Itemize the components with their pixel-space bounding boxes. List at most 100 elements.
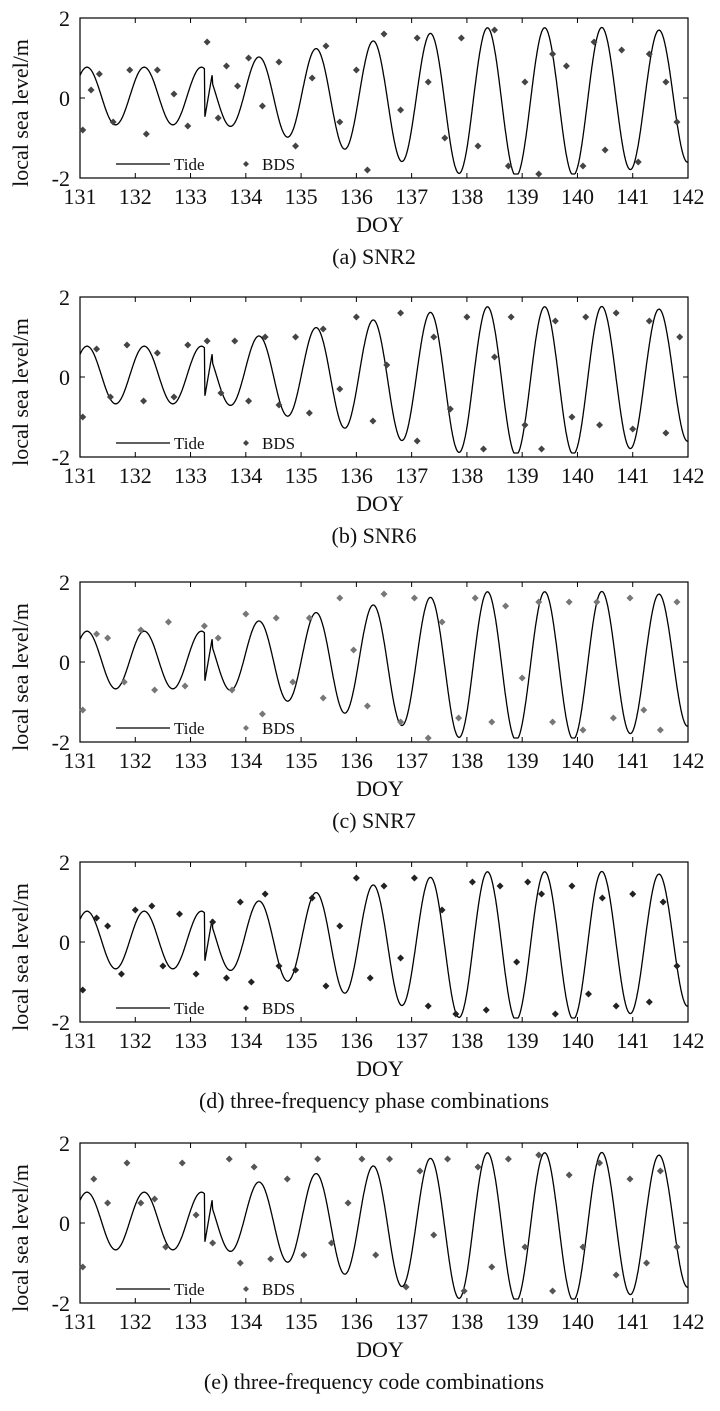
panel-b: 131 132 133 134 135 136 137 138 139 140 141 142 -2 0 2… bbox=[8, 285, 705, 548]
bds-point bbox=[164, 618, 172, 626]
y-tick-label: 0 bbox=[59, 650, 70, 675]
legend-bds-label: BDS bbox=[262, 719, 295, 738]
legend-bds-label: BDS bbox=[262, 434, 295, 453]
x-tick-label: 138 bbox=[450, 748, 483, 773]
tide-line bbox=[80, 26, 688, 175]
bds-point bbox=[488, 718, 496, 726]
x-axis-label: DOY bbox=[356, 1337, 404, 1362]
x-tick-label: 132 bbox=[119, 748, 152, 773]
bds-point bbox=[444, 1155, 452, 1163]
bds-point bbox=[491, 353, 499, 361]
bds-point bbox=[538, 445, 546, 453]
x-tick-label: 141 bbox=[616, 463, 649, 488]
x-tick-label: 134 bbox=[229, 1028, 262, 1053]
y-axis-label: local sea level/m bbox=[8, 1164, 33, 1312]
bds-point bbox=[549, 1287, 557, 1295]
bds-point bbox=[93, 345, 101, 353]
x-tick-label: 139 bbox=[506, 748, 539, 773]
bds-point bbox=[568, 413, 576, 421]
bds-point bbox=[363, 166, 371, 174]
legend-tide-label: Tide bbox=[174, 434, 205, 453]
bds-point bbox=[424, 734, 432, 742]
legend-tide-label: Tide bbox=[174, 155, 205, 174]
bds-point bbox=[106, 393, 114, 401]
x-tick-label: 133 bbox=[174, 748, 207, 773]
x-tick-label: 135 bbox=[285, 748, 318, 773]
bds-point bbox=[175, 910, 183, 918]
bds-point bbox=[120, 678, 128, 686]
bds-point bbox=[203, 38, 211, 46]
x-tick-label: 134 bbox=[229, 184, 262, 209]
bds-point bbox=[162, 1243, 170, 1251]
panel-d: 131 132 133 134 135 136 137 138 139 140 141 142 -2 0 2… bbox=[8, 850, 705, 1113]
legend-bds-label: BDS bbox=[262, 999, 295, 1018]
x-tick-label: 131 bbox=[64, 463, 97, 488]
bds-point bbox=[424, 1002, 432, 1010]
y-tick-label: -2 bbox=[52, 166, 70, 191]
legend-bds-swatch bbox=[243, 725, 249, 731]
bds-point bbox=[410, 874, 418, 882]
bds-point bbox=[250, 1163, 258, 1171]
legend-tide-label: Tide bbox=[174, 719, 205, 738]
bds-point bbox=[463, 313, 471, 321]
x-tick-label: 138 bbox=[450, 463, 483, 488]
legend-bds-swatch bbox=[243, 161, 249, 167]
bds-point bbox=[236, 898, 244, 906]
bds-point bbox=[535, 598, 543, 606]
bds-point bbox=[275, 962, 283, 970]
bds-point bbox=[292, 333, 300, 341]
panel-e: 131 132 133 134 135 136 137 138 139 140 141 142 -2 0 2… bbox=[8, 1131, 705, 1394]
panel-caption: (e) three-frequency code combinations bbox=[204, 1369, 544, 1394]
bds-point bbox=[222, 974, 230, 982]
bds-point bbox=[151, 1195, 159, 1203]
bds-point bbox=[366, 974, 374, 982]
bds-point bbox=[438, 618, 446, 626]
bds-point bbox=[676, 333, 684, 341]
x-tick-label: 137 bbox=[395, 184, 428, 209]
bds-point bbox=[140, 397, 148, 405]
x-tick-label: 136 bbox=[340, 463, 373, 488]
x-tick-label: 134 bbox=[229, 463, 262, 488]
y-tick-label: -2 bbox=[52, 1291, 70, 1316]
bds-point bbox=[496, 882, 504, 890]
bds-point bbox=[336, 385, 344, 393]
bds-point bbox=[258, 710, 266, 718]
bds-point bbox=[117, 970, 125, 978]
bds-point bbox=[245, 397, 253, 405]
bds-point bbox=[93, 914, 101, 922]
bds-point bbox=[79, 986, 87, 994]
bds-point bbox=[413, 34, 421, 42]
bds-point bbox=[261, 890, 269, 898]
bds-point bbox=[590, 38, 598, 46]
x-tick-label: 132 bbox=[119, 1028, 152, 1053]
x-tick-label: 135 bbox=[285, 1028, 318, 1053]
bds-point bbox=[538, 890, 546, 898]
bds-point bbox=[336, 594, 344, 602]
bds-point bbox=[79, 1263, 87, 1271]
bds-point bbox=[673, 962, 681, 970]
bds-point bbox=[314, 1155, 322, 1163]
bds-point bbox=[93, 630, 101, 638]
bds-point bbox=[438, 906, 446, 914]
bds-point bbox=[568, 882, 576, 890]
bds-point bbox=[629, 890, 637, 898]
x-tick-label: 138 bbox=[450, 1309, 483, 1334]
bds-point bbox=[386, 1155, 394, 1163]
x-tick-label: 136 bbox=[340, 1028, 373, 1053]
bds-point bbox=[504, 1155, 512, 1163]
panel-caption: (b) SNR6 bbox=[332, 523, 417, 548]
panel-c: 131 132 133 134 135 136 137 138 139 140 141 142 -2 0 2… bbox=[8, 570, 705, 833]
bds-point bbox=[126, 66, 134, 74]
bds-point bbox=[601, 146, 609, 154]
legend-tide-label: Tide bbox=[174, 999, 205, 1018]
bds-point bbox=[551, 1010, 559, 1018]
bds-point bbox=[214, 114, 222, 122]
bds-point bbox=[656, 1167, 664, 1175]
x-tick-label: 133 bbox=[174, 1028, 207, 1053]
x-tick-label: 132 bbox=[119, 184, 152, 209]
x-tick-label: 140 bbox=[561, 1028, 594, 1053]
bds-point bbox=[305, 614, 313, 622]
bds-point bbox=[645, 50, 653, 58]
bds-point bbox=[521, 1243, 529, 1251]
bds-point bbox=[95, 70, 103, 78]
